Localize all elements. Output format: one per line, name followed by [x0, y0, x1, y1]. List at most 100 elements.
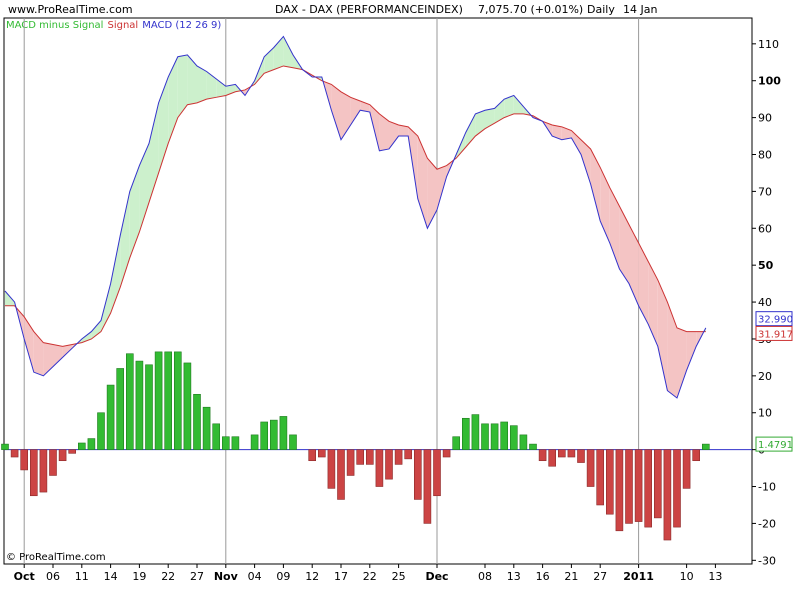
- histogram-bar-negative: [29, 449, 38, 497]
- x-tick-label: 22: [161, 570, 175, 583]
- x-tick-label: 27: [190, 570, 204, 583]
- fill-segment: [552, 124, 562, 140]
- histogram-bar-negative: [615, 449, 624, 532]
- x-tick-label: 16: [536, 570, 550, 583]
- x-tick-label: Oct: [14, 570, 35, 583]
- histogram-bar-negative: [385, 449, 393, 480]
- fill-segment: [62, 344, 73, 358]
- histogram-bar-negative: [442, 449, 451, 458]
- histogram-bar-positive: [279, 416, 288, 450]
- fill-segment: [485, 108, 495, 129]
- y-tick-label: -10: [758, 481, 776, 494]
- histogram-bar-positive: [87, 438, 96, 450]
- period-label: Daily: [587, 3, 615, 16]
- legend: MACD minus Signal Signal MACD (12 26 9): [6, 20, 221, 31]
- fill-segment: [657, 279, 668, 391]
- fill-segment: [427, 158, 437, 229]
- fill-segment: [187, 54, 197, 105]
- histogram-bar-negative: [346, 449, 355, 476]
- histogram-bar-negative: [433, 449, 441, 497]
- y-tick-label: 80: [758, 149, 772, 162]
- histogram-bar-negative: [356, 449, 365, 465]
- x-tick-label: 09: [276, 570, 290, 583]
- histogram-bar-positive: [519, 434, 528, 450]
- x-tick-label: 22: [363, 570, 377, 583]
- histogram-bar-negative: [394, 449, 403, 465]
- y-tick-label: 50: [758, 259, 774, 272]
- histogram-bar-positive: [1, 443, 9, 450]
- fill-segment: [216, 78, 226, 98]
- histogram-bar-negative: [365, 449, 374, 465]
- histogram-bar-positive: [289, 434, 297, 450]
- histogram-bar-positive: [126, 353, 134, 450]
- x-tick-label: 04: [248, 570, 262, 583]
- histogram-bar-positive: [106, 384, 115, 450]
- fill-segment: [331, 84, 341, 140]
- cross-fill: [5, 36, 706, 398]
- histogram-bar-positive: [97, 412, 105, 450]
- histogram-bar-positive: [509, 425, 518, 450]
- histogram-bar-positive: [452, 436, 461, 450]
- y-tick-label: 40: [758, 296, 772, 309]
- date-label: 14 Jan: [623, 3, 657, 16]
- y-tick-label: -30: [758, 554, 776, 567]
- fill-segment: [91, 320, 101, 339]
- fill-segment: [101, 283, 111, 332]
- fill-segment: [81, 331, 92, 343]
- histogram-bar-positive: [174, 351, 182, 450]
- histogram-bar-negative: [10, 449, 19, 458]
- fill-segment: [581, 139, 591, 185]
- x-tick-label: 11: [75, 570, 89, 583]
- fill-segment: [629, 224, 639, 306]
- svg-text:1.4791: 1.4791: [758, 440, 793, 451]
- histogram-bar-positive: [116, 368, 124, 450]
- fill-segment: [504, 95, 514, 118]
- histogram-bar-negative: [317, 449, 326, 458]
- histogram-bar-negative: [644, 449, 653, 528]
- fill-segment: [667, 302, 677, 398]
- histogram-bar-negative: [634, 449, 643, 522]
- fill-segment: [177, 54, 188, 118]
- histogram-bar-positive: [260, 421, 269, 450]
- fill-segment: [24, 316, 34, 373]
- histogram-bar-positive: [269, 419, 278, 450]
- fill-segment: [43, 342, 53, 376]
- y-tick-label: 110: [758, 38, 779, 51]
- legend-macd: MACD (12 26 9): [142, 20, 221, 31]
- histogram-bar-negative: [567, 449, 576, 458]
- histogram-bar-positive: [135, 360, 144, 450]
- y-tick-label: 20: [758, 370, 772, 383]
- x-tick-label: 19: [132, 570, 146, 583]
- fill-segment: [149, 102, 159, 203]
- fill-segment: [110, 235, 121, 314]
- fill-segment: [264, 47, 274, 74]
- fill-segment: [475, 110, 485, 137]
- histogram-bar-negative: [692, 449, 701, 462]
- histogram-bar-negative: [625, 449, 633, 524]
- histogram-bar-negative: [337, 449, 345, 500]
- y-tick-label: 90: [758, 112, 772, 125]
- histogram-bar-positive: [481, 423, 489, 450]
- histogram-bar-negative: [548, 449, 557, 467]
- fill-segment: [33, 331, 44, 376]
- histogram-bar-negative: [538, 449, 547, 462]
- indicator-lines: [4, 35, 707, 399]
- fill-segment: [600, 167, 610, 244]
- fill-segment: [5, 291, 15, 306]
- fill-segment: [168, 56, 178, 144]
- x-tick-label: 06: [46, 570, 60, 583]
- histogram-bar-positive: [212, 423, 220, 450]
- x-tick-label: 13: [708, 570, 722, 583]
- y-tick-label: 70: [758, 185, 772, 198]
- histogram-bar-negative: [39, 449, 48, 493]
- fill-segment: [225, 84, 236, 96]
- histogram-bar-negative: [682, 449, 691, 489]
- instrument-title: DAX - DAX (PERFORMANCEINDEX): [275, 3, 463, 16]
- histogram-bar-positive: [202, 406, 211, 450]
- histogram-bar-negative: [577, 449, 585, 463]
- x-tick-label: Dec: [425, 570, 448, 583]
- histogram-bar-positive: [529, 443, 537, 450]
- histogram-bar-positive: [183, 362, 192, 450]
- fill-segment: [120, 191, 130, 288]
